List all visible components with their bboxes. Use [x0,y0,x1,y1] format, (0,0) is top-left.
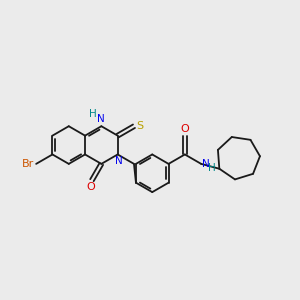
Text: Br: Br [22,159,34,169]
Text: N: N [202,159,210,169]
Text: H: H [208,163,216,173]
Text: O: O [181,124,189,134]
Text: S: S [136,121,143,131]
Text: N: N [115,156,122,167]
Text: H: H [88,109,96,119]
Text: O: O [87,182,95,192]
Text: N: N [98,114,105,124]
